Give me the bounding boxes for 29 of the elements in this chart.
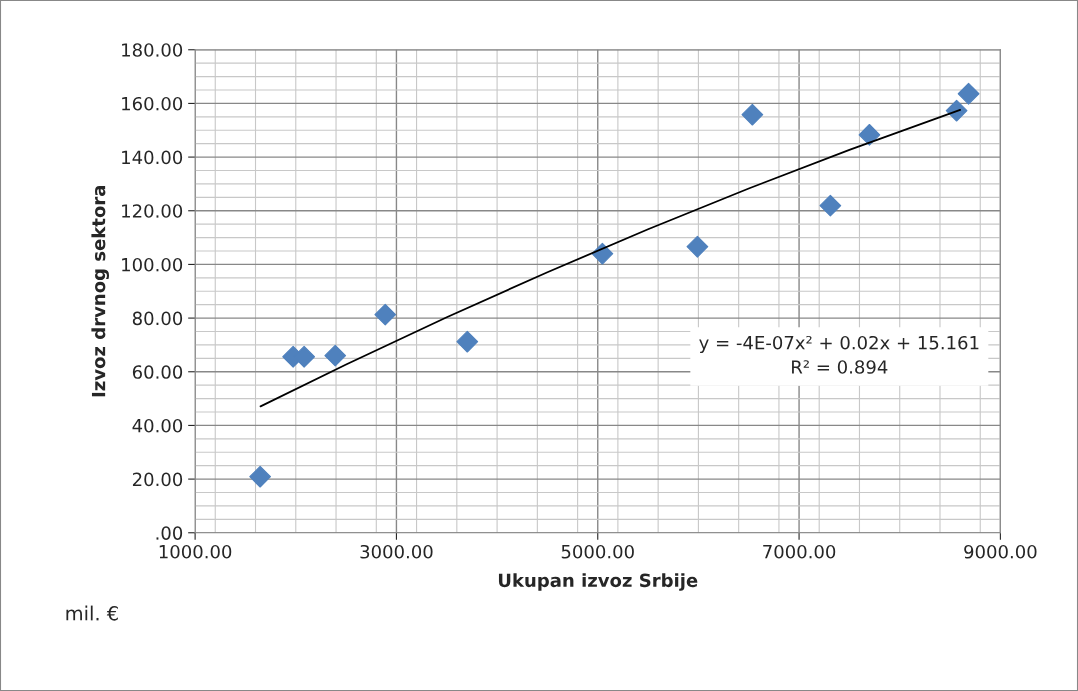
y-tick-label: .00 [156,526,183,540]
x-tick-label: 9000.00 [964,544,1037,559]
x-tick-label: 1000.00 [159,544,232,559]
x-tick-label: 5000.00 [561,544,634,559]
point [686,235,709,258]
x-axis-title: Ukupan izvoz Srbije [498,573,698,591]
point [945,99,968,122]
y-tick-label: 60.00 [132,365,183,379]
point [957,82,980,105]
x-tick-label: 7000.00 [763,544,836,559]
point [374,303,397,326]
point [741,103,764,126]
y-tick-label: 80.00 [132,311,183,326]
point [324,344,347,367]
y-tick-label: 40.00 [132,418,183,433]
x-tick-label: 3000.00 [360,544,433,559]
y-axis-title: Izvoz drvnog sektora [91,185,110,397]
point [819,194,842,217]
text: mil. € [66,605,118,621]
y-tick-label: 100.00 [122,257,183,272]
y-tick-label: 140.00 [122,150,183,165]
y-tick-label: 20.00 [132,472,183,487]
annotation: y = -4E-07x² + 0.02x + 15.161 R² = 0.894 [699,335,979,374]
y-tick-label: 180.00 [122,43,183,57]
y-tick-label: 160.00 [122,96,183,111]
y-tick-label: 120.00 [122,204,183,218]
point [456,330,479,353]
point [249,465,272,488]
point [858,123,881,146]
